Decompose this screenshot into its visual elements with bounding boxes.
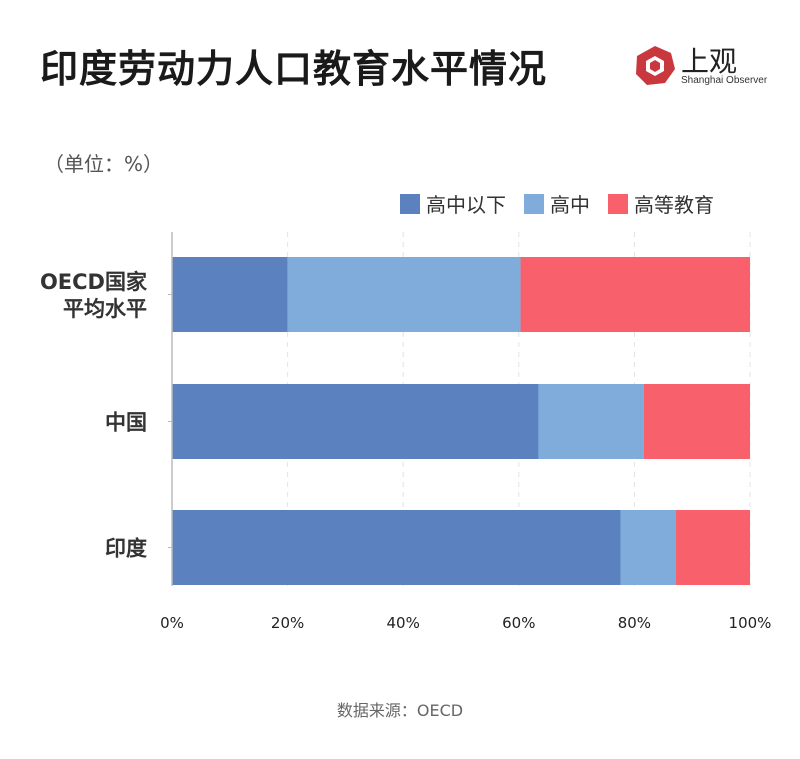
unit-note: （单位：%） bbox=[44, 152, 164, 176]
legend-label: 高中以下 bbox=[426, 193, 506, 217]
legend-swatch bbox=[400, 193, 420, 214]
bar-segment bbox=[172, 510, 621, 585]
chart-legend: 高中以下 高中 高等教育 bbox=[400, 189, 714, 218]
legend-item-higher-education: 高等教育 bbox=[608, 189, 714, 218]
category-label: 平均水平 bbox=[63, 297, 147, 321]
x-tick-label: 40% bbox=[387, 614, 420, 632]
bar-segment bbox=[520, 257, 750, 332]
legend-swatch bbox=[524, 193, 544, 214]
bar-segment bbox=[287, 257, 521, 332]
legend-label: 高等教育 bbox=[634, 193, 714, 217]
category-label: 印度 bbox=[105, 537, 147, 561]
source-note: 数据来源：OECD bbox=[336, 701, 464, 720]
bar-segment bbox=[172, 257, 288, 332]
legend-item-high-school: 高中 bbox=[524, 189, 590, 218]
logo-text-en: Shanghai Observer bbox=[681, 75, 768, 86]
legend-label: 高中 bbox=[550, 193, 590, 217]
category-label: 中国 bbox=[105, 411, 147, 435]
brand-logo: 上观 Shanghai Observer bbox=[633, 44, 767, 88]
legend-item-below-high-school: 高中以下 bbox=[400, 189, 506, 218]
bar-segment bbox=[538, 384, 644, 459]
x-tick-label: 80% bbox=[618, 614, 651, 632]
x-tick-label: 100% bbox=[729, 614, 772, 632]
chart-title: 印度劳动力人口教育水平情况 bbox=[40, 47, 548, 91]
logo-mark-icon bbox=[636, 46, 675, 85]
x-tick-label: 0% bbox=[160, 614, 184, 632]
bar-segment bbox=[172, 384, 539, 459]
x-tick-label: 60% bbox=[502, 614, 535, 632]
category-label: OECD国家 bbox=[40, 270, 148, 294]
bar-segment bbox=[620, 510, 677, 585]
x-tick-label: 20% bbox=[271, 614, 304, 632]
bar-segment bbox=[676, 510, 750, 585]
logo-text-cn: 上观 bbox=[681, 45, 738, 78]
bar-segment bbox=[643, 384, 750, 459]
legend-swatch bbox=[608, 193, 628, 214]
